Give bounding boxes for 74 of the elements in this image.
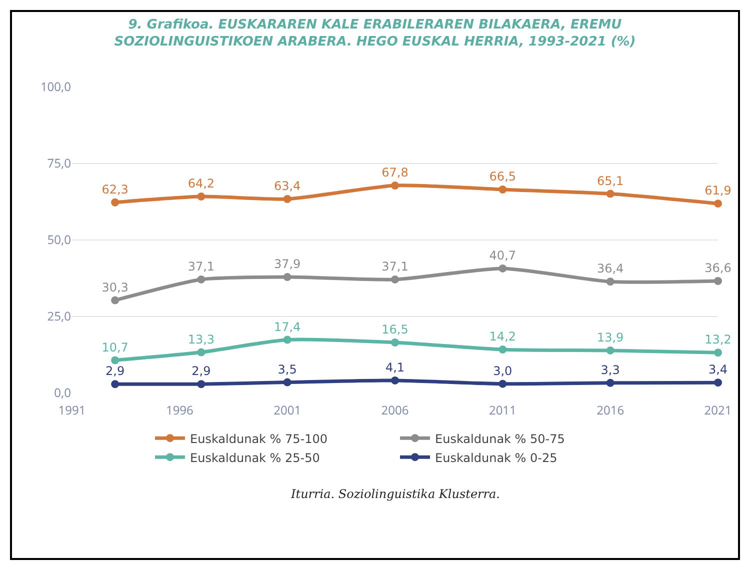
data-label: 67,8 bbox=[382, 166, 408, 180]
point bbox=[606, 278, 614, 286]
legend-label: Euskaldunak % 50-75 bbox=[435, 432, 565, 446]
data-label: 40,7 bbox=[489, 248, 516, 262]
point bbox=[714, 200, 722, 208]
y-tick-label: 25,0 bbox=[47, 308, 72, 325]
data-label: 4,1 bbox=[385, 360, 405, 374]
point bbox=[606, 346, 614, 354]
y-tick-label: 100,0 bbox=[40, 78, 72, 96]
data-label: 36,4 bbox=[596, 262, 624, 276]
x-tick-label: 2021 bbox=[704, 401, 732, 418]
x-tick-label: 2001 bbox=[274, 401, 302, 418]
point bbox=[714, 348, 722, 357]
point bbox=[283, 336, 292, 344]
data-label: 17,4 bbox=[274, 320, 301, 334]
data-label: 64,2 bbox=[188, 176, 215, 191]
data-label: 10,7 bbox=[102, 340, 128, 354]
y-tick-label: 0,0 bbox=[54, 384, 72, 402]
data-label: 3,3 bbox=[600, 362, 620, 377]
point bbox=[498, 186, 507, 194]
data-label: 37,1 bbox=[188, 259, 215, 274]
data-label: 61,9 bbox=[704, 184, 732, 198]
y-tick-label: 50,0 bbox=[47, 231, 72, 248]
data-label: 37,9 bbox=[274, 257, 301, 272]
data-label: 3,4 bbox=[708, 362, 728, 377]
x-tick-label: 2011 bbox=[488, 401, 516, 418]
legend-label: Euskaldunak % 0-25 bbox=[435, 450, 558, 465]
point bbox=[391, 275, 399, 284]
data-label: 14,2 bbox=[489, 330, 516, 344]
x-tick-label: 1996 bbox=[166, 401, 194, 418]
point bbox=[283, 273, 292, 282]
point bbox=[197, 192, 206, 201]
point bbox=[391, 338, 399, 347]
legend-label: Euskaldunak % 25-50 bbox=[190, 450, 320, 465]
point bbox=[283, 195, 292, 203]
x-tick-label: 1991 bbox=[58, 401, 86, 418]
point bbox=[111, 296, 120, 304]
data-label: 2,9 bbox=[192, 364, 211, 378]
data-label: 65,1 bbox=[596, 174, 624, 188]
data-label: 36,6 bbox=[704, 261, 732, 275]
point bbox=[111, 356, 120, 364]
y-tick-label: 75,0 bbox=[47, 154, 72, 172]
data-label: 16,5 bbox=[382, 322, 408, 337]
point bbox=[197, 380, 206, 388]
point bbox=[283, 378, 292, 386]
point bbox=[498, 264, 507, 272]
data-label: 13,2 bbox=[704, 332, 732, 347]
data-label: 3,0 bbox=[493, 364, 512, 378]
point bbox=[111, 380, 120, 388]
point bbox=[391, 376, 399, 384]
point bbox=[606, 378, 614, 387]
data-label: 66,5 bbox=[489, 170, 516, 184]
x-tick-label: 2006 bbox=[381, 401, 409, 418]
data-label: 13,3 bbox=[188, 332, 215, 346]
legend-label: Euskaldunak % 75-100 bbox=[190, 432, 328, 446]
data-label: 30,3 bbox=[102, 280, 128, 294]
data-label: 62,3 bbox=[102, 182, 128, 196]
chart-title: 9. Grafikoa. EUSKARAREN KALE ERABILERAREN BILAKAERA, EREMU SOZIOLINGUISTIKOEN ARABERA. HEGO EUSKAL HERRIA, 1993-2021 (%) bbox=[114, 17, 636, 50]
point bbox=[714, 277, 722, 285]
point bbox=[498, 346, 507, 354]
data-label: 13,9 bbox=[596, 330, 624, 344]
point bbox=[391, 182, 399, 190]
point bbox=[606, 190, 614, 198]
data-label: 2,9 bbox=[106, 364, 125, 378]
data-label: 3,5 bbox=[278, 362, 297, 376]
point bbox=[197, 275, 206, 284]
data-label: 37,1 bbox=[382, 259, 408, 274]
point bbox=[197, 348, 206, 356]
point bbox=[714, 378, 722, 387]
x-tick-label: 2016 bbox=[596, 401, 624, 418]
point bbox=[498, 380, 507, 388]
text: Iturria. Soziolinguistika Klusterra. bbox=[290, 487, 500, 501]
data-label: 63,4 bbox=[274, 179, 301, 193]
point bbox=[111, 198, 120, 206]
